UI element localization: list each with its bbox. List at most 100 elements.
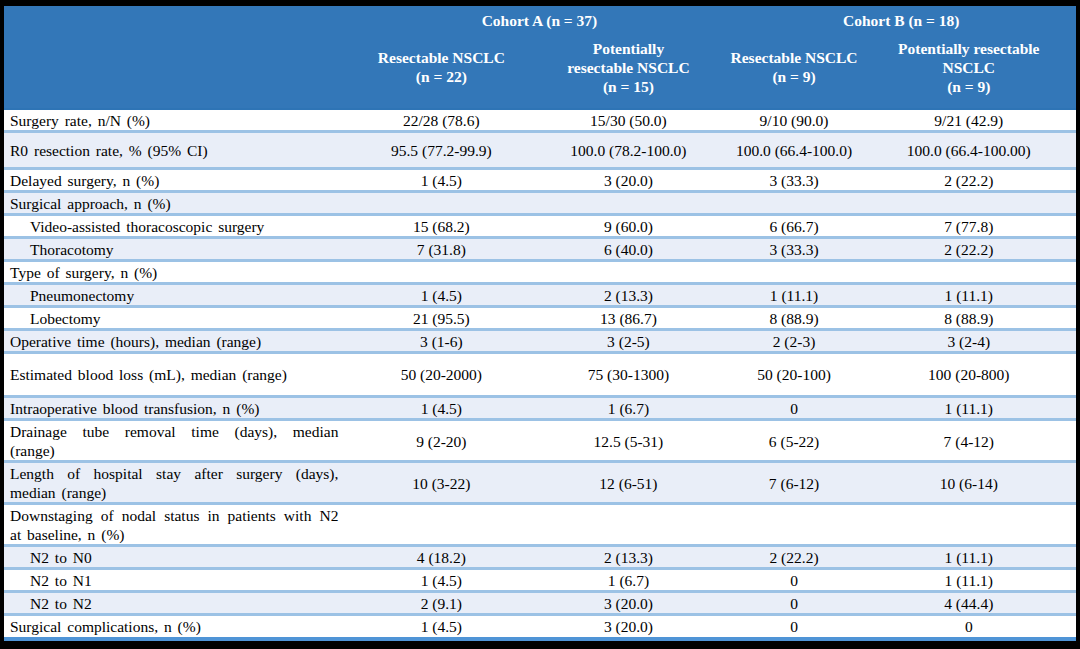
value-cell: 1 (6.7) — [530, 570, 726, 593]
header-col-potentially-resectable-b: Potentially resectable NSCLC (n = 9) — [862, 32, 1076, 110]
surgical-outcomes-table: Cohort A (n = 37) Cohort B (n = 18) Rese… — [4, 6, 1076, 636]
row-label: Thoracotomy — [4, 239, 352, 262]
value-cell: 0 — [727, 398, 862, 421]
value-cell: 10 (3-22) — [352, 463, 530, 505]
value-cell: 6 (40.0) — [530, 239, 726, 262]
row-label: Drainage tube removal time (days), media… — [4, 421, 352, 463]
value-cell: 1 (6.7) — [530, 398, 726, 421]
value-cell — [530, 262, 726, 285]
value-cell — [862, 193, 1076, 216]
value-cell: 6 (5-22) — [727, 421, 862, 463]
value-cell: 1 (11.1) — [862, 570, 1076, 593]
value-cell: 100 (20-800) — [862, 354, 1076, 398]
value-cell: 7 (31.8) — [352, 239, 530, 262]
value-cell: 1 (4.5) — [352, 398, 530, 421]
table-row: N2 to N22 (9.1)3 (20.0)04 (44.4) — [4, 593, 1076, 616]
value-cell: 0 — [727, 570, 862, 593]
value-cell: 0 — [862, 616, 1076, 636]
value-cell: 50 (20-100) — [727, 354, 862, 398]
value-cell: 22/28 (78.6) — [352, 110, 530, 133]
value-cell: 2 (9.1) — [352, 593, 530, 616]
header-col-resectable-b: Resectable NSCLC (n = 9) — [727, 32, 862, 110]
value-cell: 3 (20.0) — [530, 593, 726, 616]
value-cell: 1 (4.5) — [352, 570, 530, 593]
value-cell — [862, 505, 1076, 547]
value-cell: 1 (4.5) — [352, 616, 530, 636]
header-empty-corner-cell — [4, 6, 352, 110]
value-cell: 12.5 (5-31) — [530, 421, 726, 463]
table-row: Type of surgery, n (%) — [4, 262, 1076, 285]
value-cell — [727, 193, 862, 216]
value-cell — [352, 193, 530, 216]
row-label: N2 to N1 — [4, 570, 352, 593]
value-cell: 2 (2-3) — [727, 331, 862, 354]
value-cell: 7 (77.8) — [862, 216, 1076, 239]
header-cohort-b: Cohort B (n = 18) — [727, 6, 1077, 32]
table-row: N2 to N04 (18.2)2 (13.3)2 (22.2)1 (11.1) — [4, 547, 1076, 570]
row-label: Operative time (hours), median (range) — [4, 331, 352, 354]
table-frame: Cohort A (n = 37) Cohort B (n = 18) Rese… — [4, 6, 1076, 641]
value-cell: 8 (88.9) — [727, 308, 862, 331]
value-cell: 13 (86.7) — [530, 308, 726, 331]
section-label: Surgical approach, n (%) — [4, 193, 352, 216]
value-cell — [727, 505, 862, 547]
value-cell: 2 (22.2) — [862, 170, 1076, 193]
value-cell: 95.5 (77.2-99.9) — [352, 133, 530, 170]
value-cell: 1 (11.1) — [862, 547, 1076, 570]
value-cell: 0 — [727, 593, 862, 616]
table-row: Drainage tube removal time (days), media… — [4, 421, 1076, 463]
table-row: Surgical complications, n (%)1 (4.5)3 (2… — [4, 616, 1076, 636]
value-cell — [530, 193, 726, 216]
row-label: Video-assisted thoracoscopic surgery — [4, 216, 352, 239]
row-label: R0 resection rate, % (95% CI) — [4, 133, 352, 170]
header-col-potentially-resectable-a: Potentially resectable NSCLC (n = 15) — [530, 32, 726, 110]
table-row: Surgical approach, n (%) — [4, 193, 1076, 216]
table-row: Surgery rate, n/N (%)22/28 (78.6)15/30 (… — [4, 110, 1076, 133]
table-row: N2 to N11 (4.5)1 (6.7)01 (11.1) — [4, 570, 1076, 593]
value-cell — [352, 505, 530, 547]
value-cell — [530, 505, 726, 547]
table-body: Surgery rate, n/N (%)22/28 (78.6)15/30 (… — [4, 110, 1076, 636]
value-cell: 9/10 (90.0) — [727, 110, 862, 133]
value-cell: 100.0 (78.2-100.0) — [530, 133, 726, 170]
value-cell: 1 (11.1) — [727, 285, 862, 308]
table-row: Estimated blood loss (mL), median (range… — [4, 354, 1076, 398]
value-cell: 7 (4-12) — [862, 421, 1076, 463]
section-label: Type of surgery, n (%) — [4, 262, 352, 285]
value-cell: 0 — [727, 616, 862, 636]
value-cell: 1 (11.1) — [862, 285, 1076, 308]
table-row: Thoracotomy7 (31.8)6 (40.0)3 (33.3)2 (22… — [4, 239, 1076, 262]
header-cohort-a: Cohort A (n = 37) — [352, 6, 726, 32]
table-row: Delayed surgery, n (%)1 (4.5)3 (20.0)3 (… — [4, 170, 1076, 193]
value-cell: 4 (18.2) — [352, 547, 530, 570]
value-cell — [727, 262, 862, 285]
row-label: Surgical complications, n (%) — [4, 616, 352, 636]
value-cell: 100.0 (66.4-100.0) — [727, 133, 862, 170]
table-row: Length of hospital stay after surgery (d… — [4, 463, 1076, 505]
value-cell: 3 (33.3) — [727, 239, 862, 262]
value-cell: 3 (2-5) — [530, 331, 726, 354]
row-label: Estimated blood loss (mL), median (range… — [4, 354, 352, 398]
cohort-group-row: Cohort A (n = 37) Cohort B (n = 18) — [4, 6, 1076, 32]
header-col-resectable-a: Resectable NSCLC (n = 22) — [352, 32, 530, 110]
value-cell: 75 (30-1300) — [530, 354, 726, 398]
value-cell: 9 (60.0) — [530, 216, 726, 239]
value-cell: 2 (22.2) — [862, 239, 1076, 262]
value-cell: 3 (1-6) — [352, 331, 530, 354]
value-cell: 10 (6-14) — [862, 463, 1076, 505]
value-cell: 3 (33.3) — [727, 170, 862, 193]
row-label: N2 to N2 — [4, 593, 352, 616]
value-cell: 50 (20-2000) — [352, 354, 530, 398]
value-cell: 6 (66.7) — [727, 216, 862, 239]
value-cell: 2 (22.2) — [727, 547, 862, 570]
value-cell: 1 (4.5) — [352, 170, 530, 193]
row-label: Surgery rate, n/N (%) — [4, 110, 352, 133]
value-cell: 4 (44.4) — [862, 593, 1076, 616]
table-row: Video-assisted thoracoscopic surgery15 (… — [4, 216, 1076, 239]
value-cell: 100.0 (66.4-100.00) — [862, 133, 1076, 170]
value-cell — [862, 262, 1076, 285]
row-label: Intraoperative blood transfusion, n (%) — [4, 398, 352, 421]
table-header: Cohort A (n = 37) Cohort B (n = 18) Rese… — [4, 6, 1076, 110]
table-row: Operative time (hours), median (range)3 … — [4, 331, 1076, 354]
row-label: Pneumonectomy — [4, 285, 352, 308]
